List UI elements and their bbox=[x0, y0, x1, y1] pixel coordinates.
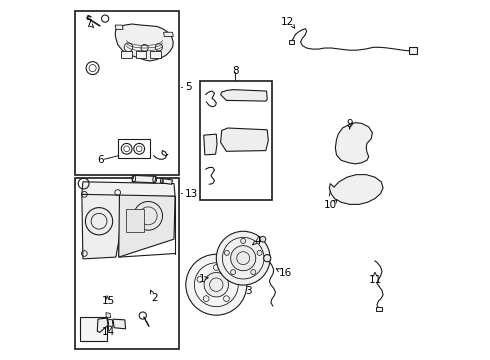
Text: 11: 11 bbox=[369, 275, 383, 285]
Circle shape bbox=[231, 270, 236, 275]
Polygon shape bbox=[329, 175, 383, 204]
Bar bbox=[150, 51, 161, 58]
Polygon shape bbox=[220, 90, 267, 101]
Circle shape bbox=[231, 246, 256, 271]
Circle shape bbox=[186, 254, 247, 315]
Text: 12: 12 bbox=[281, 17, 294, 27]
Polygon shape bbox=[335, 123, 372, 164]
Circle shape bbox=[260, 236, 266, 242]
Polygon shape bbox=[108, 319, 113, 326]
Polygon shape bbox=[119, 193, 175, 257]
Polygon shape bbox=[115, 24, 173, 61]
Bar bbox=[200, 81, 272, 200]
Polygon shape bbox=[164, 32, 173, 37]
Circle shape bbox=[204, 273, 228, 297]
Bar bbox=[136, 51, 147, 58]
Polygon shape bbox=[132, 175, 156, 183]
Polygon shape bbox=[106, 313, 111, 318]
Text: 8: 8 bbox=[232, 66, 239, 76]
Polygon shape bbox=[97, 318, 108, 332]
Circle shape bbox=[216, 231, 270, 285]
Polygon shape bbox=[220, 128, 269, 151]
Polygon shape bbox=[115, 25, 123, 30]
Bar bbox=[74, 12, 179, 175]
Polygon shape bbox=[82, 193, 122, 259]
Text: 16: 16 bbox=[278, 268, 292, 278]
Polygon shape bbox=[82, 182, 175, 196]
Bar bbox=[122, 51, 132, 58]
Text: 2: 2 bbox=[151, 293, 158, 303]
Polygon shape bbox=[113, 319, 125, 329]
Bar bbox=[289, 40, 294, 44]
Text: 7: 7 bbox=[85, 19, 91, 29]
Text: 3: 3 bbox=[245, 286, 252, 296]
Text: 4: 4 bbox=[254, 236, 261, 246]
Circle shape bbox=[251, 270, 256, 275]
Text: 13: 13 bbox=[185, 189, 198, 199]
Bar bbox=[376, 307, 382, 311]
Text: 15: 15 bbox=[101, 296, 115, 306]
Bar bbox=[80, 317, 107, 341]
Text: 9: 9 bbox=[346, 120, 353, 129]
Circle shape bbox=[224, 250, 229, 255]
Bar bbox=[126, 209, 144, 232]
Text: 6: 6 bbox=[98, 155, 104, 165]
Text: 1: 1 bbox=[198, 274, 205, 284]
Bar bbox=[118, 139, 150, 158]
Text: 5: 5 bbox=[185, 82, 192, 93]
Text: 14: 14 bbox=[101, 327, 115, 337]
Bar bbox=[409, 47, 417, 54]
Bar bbox=[74, 178, 179, 348]
Circle shape bbox=[241, 238, 245, 243]
Circle shape bbox=[264, 255, 271, 262]
Text: 10: 10 bbox=[324, 200, 337, 210]
Polygon shape bbox=[204, 134, 217, 155]
Polygon shape bbox=[162, 179, 172, 184]
Circle shape bbox=[257, 250, 262, 255]
